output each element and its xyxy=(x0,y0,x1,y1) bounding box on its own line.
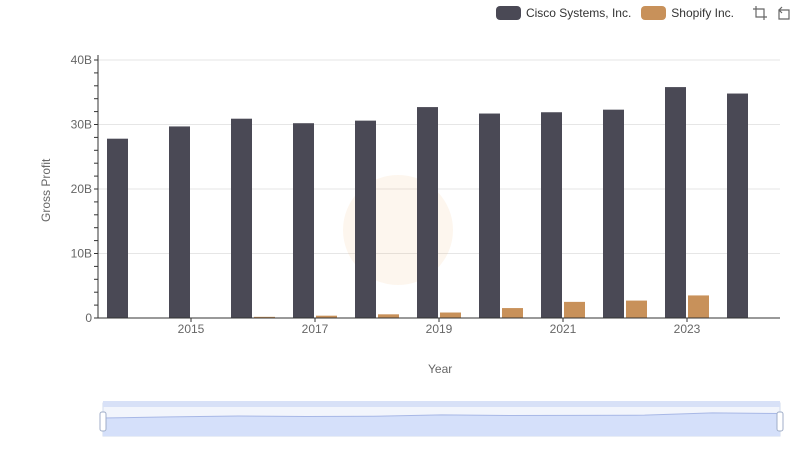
zoom-handle-right xyxy=(776,411,784,432)
bar-shopify-2017 xyxy=(316,315,337,318)
x-axis-title: Year xyxy=(428,362,453,376)
bar-shopify-2019 xyxy=(440,312,461,318)
zoom-area xyxy=(103,412,780,436)
bar-cisco-2024 xyxy=(727,93,748,318)
bar-cisco-2017 xyxy=(293,123,314,319)
bar-cisco-2023 xyxy=(665,87,686,318)
bars xyxy=(107,87,748,319)
x-tick-label: 2023 xyxy=(674,322,701,336)
y-tick-label: 20B xyxy=(71,182,92,196)
zoom-handle-left xyxy=(99,411,107,432)
bar-shopify-2016 xyxy=(254,316,275,318)
bar-shopify-2021 xyxy=(564,301,585,318)
y-tick-label: 40B xyxy=(71,53,92,67)
bar-cisco-2018 xyxy=(355,120,376,318)
legend-label-cisco: Cisco Systems, Inc. xyxy=(525,6,632,20)
bar-cisco-2022 xyxy=(603,109,624,318)
legend-label-shopify: Shopify Inc. xyxy=(671,6,734,20)
y-axis-title: Gross Profit xyxy=(39,158,53,222)
x-tick-label: 2019 xyxy=(426,322,453,336)
bar-cisco-2016 xyxy=(231,118,252,318)
legend-swatch-shopify xyxy=(641,6,667,20)
zoom-line xyxy=(102,412,781,419)
tick-labels: 0 10B 20B 30B 40B 2015 2017 2019 2021 2023 xyxy=(71,53,701,336)
x-tick-label: 2017 xyxy=(302,322,329,336)
bar-cisco-2020 xyxy=(479,113,500,318)
legend-swatch-cisco xyxy=(495,6,521,20)
data-zoom-slider[interactable] xyxy=(99,401,784,437)
bar-shopify-2023 xyxy=(688,295,709,318)
restore-icon[interactable] xyxy=(776,5,792,21)
y-tick-label: 0 xyxy=(85,311,92,325)
bar-cisco-2019 xyxy=(417,107,438,319)
bar-shopify-2020 xyxy=(502,308,523,318)
bar-cisco-2015 xyxy=(169,126,190,318)
bar-shopify-2022 xyxy=(626,300,647,318)
legend-item-cisco[interactable]: Cisco Systems, Inc. xyxy=(495,6,632,20)
bar-cisco-2021 xyxy=(541,112,562,319)
legend: Cisco Systems, Inc. Shopify Inc. xyxy=(495,4,800,22)
y-tick-label: 10B xyxy=(71,247,92,261)
bar-cisco-2014 xyxy=(107,138,128,318)
toolbox xyxy=(744,5,800,21)
legend-item-shopify[interactable]: Shopify Inc. xyxy=(641,6,734,20)
x-tick-label: 2015 xyxy=(178,322,205,336)
axes xyxy=(94,55,780,322)
zoom-top-bar xyxy=(103,401,780,407)
crop-icon[interactable] xyxy=(752,5,768,21)
y-tick-label: 30B xyxy=(71,118,92,132)
x-tick-label: 2021 xyxy=(550,322,577,336)
bar-shopify-2018 xyxy=(378,314,399,318)
